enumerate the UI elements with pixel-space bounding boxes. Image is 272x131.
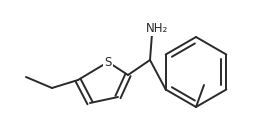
Text: NH₂: NH₂: [146, 21, 168, 34]
Text: S: S: [104, 56, 112, 69]
